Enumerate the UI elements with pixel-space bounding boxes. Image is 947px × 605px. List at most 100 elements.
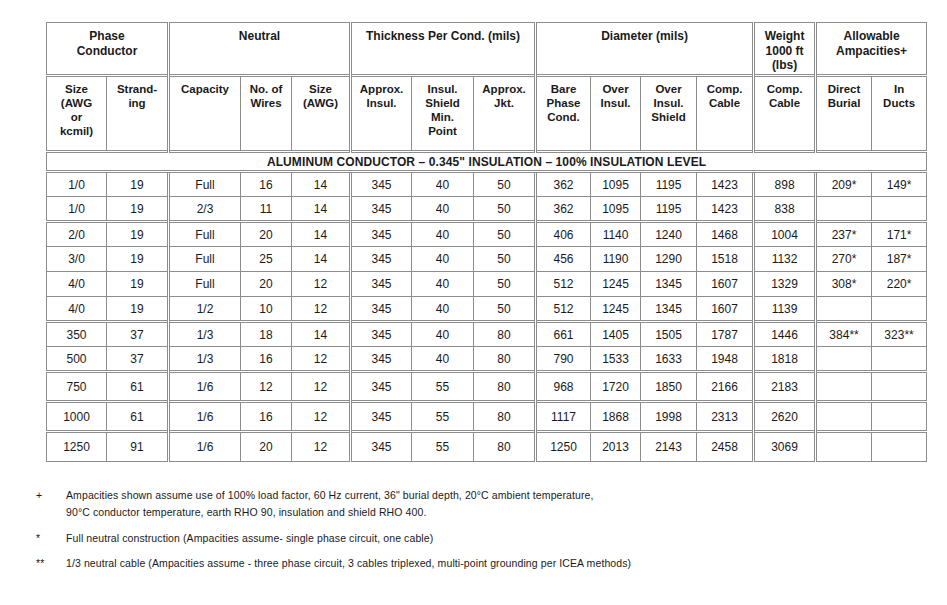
data-cell xyxy=(872,372,927,402)
column-header: Comp. Cable xyxy=(754,76,816,152)
data-cell xyxy=(816,347,872,372)
data-cell: 40 xyxy=(412,347,474,372)
column-header: Approx. Jkt. xyxy=(474,76,536,152)
data-cell: 1/6 xyxy=(169,402,241,432)
data-cell: 14 xyxy=(292,172,351,197)
data-cell: 1/3 xyxy=(169,322,241,347)
data-cell: 12 xyxy=(292,402,351,432)
data-cell: 12 xyxy=(292,372,351,402)
data-cell: 19 xyxy=(107,222,169,247)
data-cell: 37 xyxy=(107,322,169,347)
data-cell: 19 xyxy=(107,247,169,272)
data-cell: 220* xyxy=(872,272,927,297)
data-cell: 345 xyxy=(351,402,412,432)
footnote: **1/3 neutral cable (Ampacities assume -… xyxy=(36,555,926,572)
data-cell: 1245 xyxy=(591,272,641,297)
data-cell xyxy=(816,402,872,432)
data-cell: 10 xyxy=(241,297,292,322)
data-cell: 362 xyxy=(536,172,591,197)
data-cell: 1607 xyxy=(697,272,754,297)
data-cell: 20 xyxy=(241,272,292,297)
data-cell: 50 xyxy=(474,297,536,322)
data-cell: 1/2 xyxy=(169,297,241,322)
data-cell: 171* xyxy=(872,222,927,247)
data-cell xyxy=(872,297,927,322)
data-cell: 2/0 xyxy=(47,222,107,247)
data-cell: 80 xyxy=(474,322,536,347)
data-cell: 2166 xyxy=(697,372,754,402)
data-cell: 345 xyxy=(351,197,412,222)
cable-spec-table: Phase ConductorNeutralThickness Per Cond… xyxy=(46,22,927,462)
data-cell: 345 xyxy=(351,272,412,297)
data-cell: 1423 xyxy=(697,197,754,222)
table-row: 4/019Full2012345405051212451345160713293… xyxy=(47,272,927,297)
data-cell: 323** xyxy=(872,322,927,347)
data-cell: 1139 xyxy=(754,297,816,322)
data-cell: 1868 xyxy=(591,402,641,432)
data-cell: 14 xyxy=(292,222,351,247)
data-cell: 1250 xyxy=(536,432,591,462)
data-cell xyxy=(816,297,872,322)
column-header: Size (AWG or kcmil) xyxy=(47,76,107,152)
data-cell: 1132 xyxy=(754,247,816,272)
data-cell: 40 xyxy=(412,247,474,272)
column-header: Capacity xyxy=(169,76,241,152)
column-header: Strand- ing xyxy=(107,76,169,152)
table-header: Phase ConductorNeutralThickness Per Cond… xyxy=(47,23,927,152)
data-cell: 1195 xyxy=(641,197,697,222)
data-cell: 968 xyxy=(536,372,591,402)
data-cell: 55 xyxy=(412,432,474,462)
footnotes: +Ampacities shown assume use of 100% loa… xyxy=(36,487,926,581)
data-cell xyxy=(872,197,927,222)
data-cell: 55 xyxy=(412,402,474,432)
data-cell: 1095 xyxy=(591,197,641,222)
data-cell: 270* xyxy=(816,247,872,272)
table-row: 1/0192/311143454050362109511951423838 xyxy=(47,197,927,222)
data-cell: 362 xyxy=(536,197,591,222)
data-cell: 12 xyxy=(292,347,351,372)
data-cell: 1/0 xyxy=(47,172,107,197)
data-cell xyxy=(816,372,872,402)
data-cell: 1720 xyxy=(591,372,641,402)
data-cell: 209* xyxy=(816,172,872,197)
data-cell: 61 xyxy=(107,402,169,432)
data-cell: 50 xyxy=(474,222,536,247)
data-cell: 91 xyxy=(107,432,169,462)
data-cell: 1345 xyxy=(641,297,697,322)
column-header: Approx. Insul. xyxy=(351,76,412,152)
data-cell: 2458 xyxy=(697,432,754,462)
data-cell: 1633 xyxy=(641,347,697,372)
column-group-header: Weight 1000 ft (lbs) xyxy=(754,23,816,76)
table-body: ALUMINUM CONDUCTOR – 0.345" INSULATION –… xyxy=(47,152,927,462)
column-header: Over Insul. Shield xyxy=(641,76,697,152)
data-cell: 1405 xyxy=(591,322,641,347)
footnote: +Ampacities shown assume use of 100% loa… xyxy=(36,487,926,521)
data-cell: 12 xyxy=(292,432,351,462)
column-group-header: Neutral xyxy=(169,23,351,76)
data-cell: 790 xyxy=(536,347,591,372)
data-cell: 1250 xyxy=(47,432,107,462)
data-cell: 1290 xyxy=(641,247,697,272)
data-cell: 1787 xyxy=(697,322,754,347)
data-cell: 345 xyxy=(351,222,412,247)
data-cell: 3069 xyxy=(754,432,816,462)
data-cell: 19 xyxy=(107,297,169,322)
footnote-text: Full neutral construction (Ampacities as… xyxy=(66,530,926,547)
data-cell: 1446 xyxy=(754,322,816,347)
data-cell: 50 xyxy=(474,197,536,222)
column-header: No. of Wires xyxy=(241,76,292,152)
data-cell: 18 xyxy=(241,322,292,347)
data-cell: 1345 xyxy=(641,272,697,297)
column-header: Comp. Cable xyxy=(697,76,754,152)
data-cell: 456 xyxy=(536,247,591,272)
data-cell: 40 xyxy=(412,322,474,347)
section-header: ALUMINUM CONDUCTOR – 0.345" INSULATION –… xyxy=(47,152,927,172)
data-cell xyxy=(816,432,872,462)
data-cell: 898 xyxy=(754,172,816,197)
column-group-header: Thickness Per Cond. (mils) xyxy=(351,23,536,76)
data-cell: 1095 xyxy=(591,172,641,197)
column-group-header: Allowable Ampacities+ xyxy=(816,23,927,76)
column-header: Insul. Shield Min. Point xyxy=(412,76,474,152)
data-cell: 1423 xyxy=(697,172,754,197)
table-row: 350371/318143454080661140515051787144638… xyxy=(47,322,927,347)
